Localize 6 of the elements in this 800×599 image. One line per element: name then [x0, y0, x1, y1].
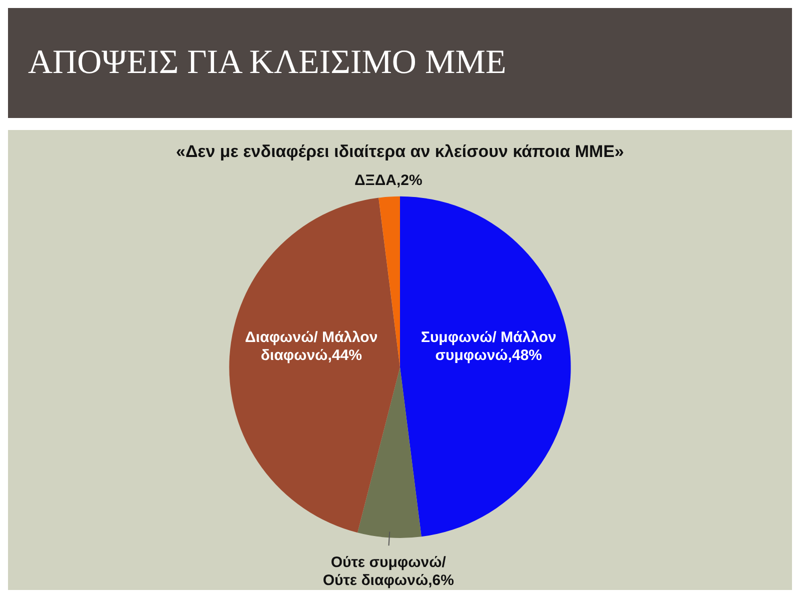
chart-title: ΑΠΟΨΕΙΣ ΓΙΑ ΚΛΕΙΣΙΜΟ ΜΜΕ [28, 44, 506, 82]
slice-label: Διαφωνώ/ Μάλλον διαφωνώ,44% [245, 328, 378, 364]
slice-label: Συμφωνώ/ Μάλλον συμφωνώ,48% [420, 328, 556, 364]
slice-label: Ούτε συμφωνώ/ Ούτε διαφωνώ,6% [322, 554, 454, 589]
slice-label: ΔΞΔΑ,2% [354, 172, 422, 189]
chart-subtitle: «Δεν με ενδιαφέρει ιδιαίτερα αν κλείσουν κάποια ΜΜΕ» [176, 142, 624, 161]
